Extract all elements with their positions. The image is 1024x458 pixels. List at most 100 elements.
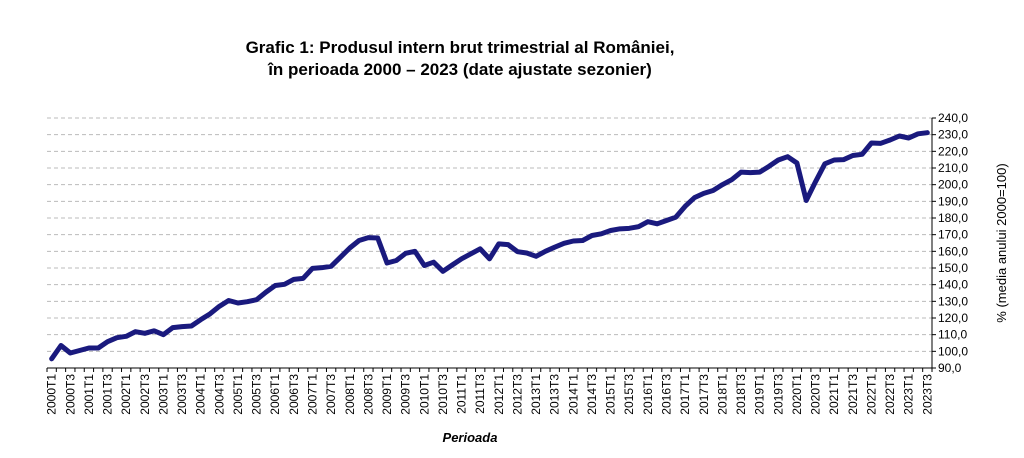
data-point <box>292 277 296 281</box>
data-point <box>208 312 212 316</box>
y-tick-label: 180,0 <box>938 211 968 225</box>
x-tick-label: 2013T3 <box>548 374 562 415</box>
data-point <box>357 239 361 242</box>
x-tick-label: 2002T1 <box>119 374 133 415</box>
data-point <box>674 215 678 219</box>
y-tick-label: 190,0 <box>938 194 968 208</box>
data-point <box>665 219 668 222</box>
data-point <box>422 264 426 267</box>
x-tick-label: 2003T3 <box>175 374 189 415</box>
data-point <box>143 331 147 335</box>
data-point <box>692 196 696 200</box>
y-tick-label: 240,0 <box>938 111 968 125</box>
data-point <box>283 282 287 286</box>
x-tick-label: 2000T1 <box>45 374 59 415</box>
x-tick-label: 2023T3 <box>920 374 934 415</box>
x-tick-label: 2016T1 <box>641 374 655 415</box>
x-tick-label: 2020T3 <box>809 374 823 415</box>
data-point <box>609 229 613 232</box>
data-point <box>683 204 687 208</box>
x-tick-label: 2011T3 <box>473 374 487 414</box>
x-tick-label: 2003T1 <box>156 374 170 415</box>
y-tick-label: 170,0 <box>938 228 968 242</box>
data-point <box>599 232 603 236</box>
data-point <box>506 243 510 247</box>
data-point <box>478 247 482 251</box>
data-point <box>869 141 873 145</box>
y-tick-label: 200,0 <box>938 178 968 192</box>
series-layer <box>49 130 930 362</box>
data-point <box>78 349 82 352</box>
data-point <box>842 158 845 162</box>
data-point <box>925 131 929 135</box>
x-tick-labels: 2000T1 2000T3 2001T1 2001T3 2002T1 2002T3 2003… <box>45 374 935 415</box>
data-point <box>776 158 780 162</box>
series-line <box>49 130 930 362</box>
data-point <box>767 164 771 168</box>
data-point <box>189 324 193 328</box>
data-point <box>366 236 370 240</box>
x-tick-label: 2001T1 <box>82 374 96 415</box>
x-tick-label: 2007T3 <box>324 374 338 415</box>
x-tick-label: 2005T3 <box>250 374 264 415</box>
data-point <box>655 222 659 226</box>
x-tick-label: 2002T3 <box>138 374 152 415</box>
data-point <box>562 241 566 245</box>
x-tick-label: 2016T3 <box>660 374 674 415</box>
data-point <box>68 351 72 355</box>
data-point <box>180 325 184 329</box>
data-point <box>236 301 240 305</box>
x-tick-label: 2023T1 <box>902 374 916 415</box>
data-point <box>87 346 91 350</box>
y-axis-title: % (media anului 2000=100) <box>994 163 1009 322</box>
x-tick-label: 2004T1 <box>194 374 208 415</box>
data-point <box>245 300 249 304</box>
x-tick-label: 2008T1 <box>343 374 357 415</box>
data-point <box>720 183 724 187</box>
y-tick-label: 140,0 <box>938 278 968 292</box>
data-point <box>161 333 165 337</box>
x-tick-label: 2006T1 <box>268 374 282 415</box>
y-tick-label: 130,0 <box>938 294 968 308</box>
data-point <box>795 161 799 165</box>
data-point <box>590 234 594 237</box>
data-point <box>534 254 538 258</box>
data-point <box>413 249 417 253</box>
axes <box>46 117 936 372</box>
x-tick-label: 2014T3 <box>585 374 599 415</box>
data-point <box>879 141 883 145</box>
data-point <box>217 304 221 308</box>
data-point <box>581 239 585 242</box>
data-point <box>376 236 380 240</box>
data-point <box>711 189 715 192</box>
x-tick-label: 2007T1 <box>306 374 320 415</box>
x-axis-title: Perioada <box>443 430 498 445</box>
data-point <box>134 330 137 334</box>
data-point <box>888 138 892 142</box>
y-tick-label: 210,0 <box>938 161 968 175</box>
data-point <box>851 154 855 157</box>
data-point <box>394 259 398 262</box>
data-point <box>50 357 54 361</box>
data-point <box>96 346 100 350</box>
x-tick-label: 2006T3 <box>287 374 301 415</box>
data-point <box>907 136 911 140</box>
data-point <box>329 264 333 268</box>
x-tick-label: 2001T3 <box>101 374 115 415</box>
gridlines <box>47 117 932 352</box>
x-tick-label: 2017T1 <box>678 374 692 415</box>
y-tick-labels: 90,0 100,0 110,0 120,0 130,0 140,0 150,0 160,0 1… <box>938 111 968 375</box>
x-tick-label: 2009T3 <box>399 374 413 415</box>
chart-subtitle: în perioada 2000 – 2023 (date ajustate s… <box>268 60 652 79</box>
data-point <box>571 239 575 243</box>
data-point <box>441 269 445 273</box>
x-tick-label: 2019T1 <box>753 374 767 415</box>
y-tick-label: 100,0 <box>938 344 968 358</box>
data-point <box>338 255 342 259</box>
data-point <box>916 132 920 136</box>
x-tick-label: 2019T3 <box>771 374 785 415</box>
x-tick-label: 2011T1 <box>455 374 469 414</box>
data-point <box>255 298 259 302</box>
data-point <box>515 250 519 254</box>
